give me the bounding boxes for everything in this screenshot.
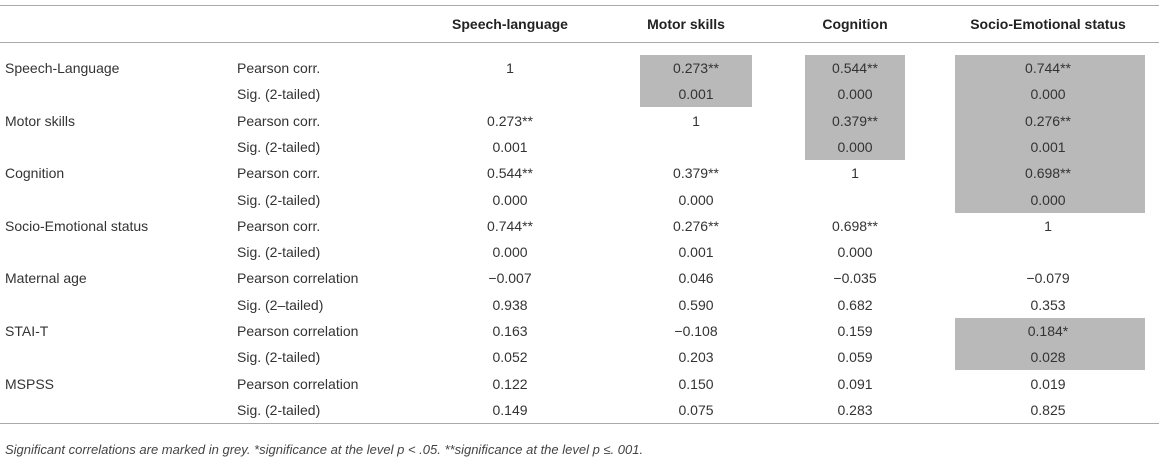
row-statistic: Pearson corr. xyxy=(237,60,321,76)
cell-value: 0.163 xyxy=(492,323,528,339)
column-header: Socio-Emotional status xyxy=(970,16,1126,32)
shaded-cell xyxy=(955,186,1145,213)
shaded-cell xyxy=(955,107,1145,134)
cell-value: 0.001 xyxy=(678,244,714,261)
row-statistic: Pearson corr. xyxy=(237,165,321,182)
cell-value: 0.698** xyxy=(832,217,878,234)
cell-value: 0.379** xyxy=(673,165,719,182)
cell-value: 0.000 xyxy=(492,191,528,208)
cell-value: 0.590 xyxy=(678,296,714,313)
cell-value: 0.001 xyxy=(492,138,528,155)
cell-value: 0.122 xyxy=(492,375,528,392)
row-variable: MSPSS xyxy=(5,375,55,392)
cell-value: 0.744** xyxy=(487,217,533,234)
cell-value: 0.052 xyxy=(492,349,528,366)
cell-value: 0.682 xyxy=(837,296,873,313)
cell-value: 0.028 xyxy=(1030,349,1066,366)
shaded-cell xyxy=(955,160,1145,187)
row-variable: Motor skills xyxy=(5,112,76,129)
cell-value: 0.150 xyxy=(678,375,714,392)
shaded-cell xyxy=(640,81,752,108)
row-statistic: Pearson corr. xyxy=(237,217,321,234)
cell-value: 0.046 xyxy=(678,270,714,287)
cell-value: 1 xyxy=(692,112,700,129)
row-statistic: Sig. (2-tailed) xyxy=(237,401,321,418)
cell-value: 0.353 xyxy=(1030,296,1066,313)
cell-value: 1 xyxy=(851,165,859,182)
cell-value: 0.000 xyxy=(678,191,714,208)
row-statistic: Sig. (2-tailed) xyxy=(237,86,321,103)
cell-value: 0.000 xyxy=(492,244,528,261)
row-variable: STAI-T xyxy=(5,323,49,339)
cell-value: 0.698** xyxy=(1025,165,1071,182)
cell-value: 0.744** xyxy=(1025,60,1071,76)
shaded-cell xyxy=(805,81,905,108)
cell-value: 0.273** xyxy=(487,112,533,129)
cell-value: 0.203 xyxy=(678,349,714,366)
cell-value: 0.075 xyxy=(678,401,714,418)
row-statistic: Sig. (2-tailed) xyxy=(237,349,321,366)
cell-value: 0.001 xyxy=(1030,138,1066,155)
cell-value: 0.544** xyxy=(487,165,533,182)
shaded-cell xyxy=(955,81,1145,108)
row-statistic: Pearson correlation xyxy=(237,270,359,287)
cell-value: 0.019 xyxy=(1030,375,1066,392)
bottom-rule xyxy=(0,423,1159,424)
cell-value: 0.000 xyxy=(837,86,873,103)
cell-value: 0.000 xyxy=(837,244,873,261)
cell-value: 0.938 xyxy=(492,296,528,313)
cell-value: −0.079 xyxy=(1026,270,1070,287)
cell-value: −0.035 xyxy=(833,270,877,287)
row-statistic: Sig. (2–tailed) xyxy=(237,296,324,313)
cell-value: 0.276** xyxy=(1025,112,1071,129)
cell-value: 0.184* xyxy=(1027,323,1069,339)
shaded-cell xyxy=(955,317,1145,345)
cell-value: −0.007 xyxy=(488,270,532,287)
shaded-cell xyxy=(640,54,752,82)
row-statistic: Pearson correlation xyxy=(237,375,359,392)
row-variable: Cognition xyxy=(5,165,65,182)
cell-value: 0.159 xyxy=(837,323,873,339)
cell-value: 0.001 xyxy=(678,86,714,103)
column-header: Motor skills xyxy=(647,16,725,32)
cell-value: 0.000 xyxy=(1030,191,1066,208)
cell-value: 1 xyxy=(506,60,514,76)
row-variable: Speech-Language xyxy=(5,60,120,76)
cell-value: 0.544** xyxy=(832,60,878,76)
cell-value: 1 xyxy=(1044,217,1052,234)
row-statistic: Sig. (2-tailed) xyxy=(237,191,321,208)
shaded-cell xyxy=(805,54,905,82)
footnote: Significant correlations are marked in g… xyxy=(5,442,644,457)
cell-value: 0.000 xyxy=(837,138,873,155)
cell-value: 0.091 xyxy=(837,375,873,392)
row-statistic: Sig. (2-tailed) xyxy=(237,138,321,155)
row-statistic: Pearson correlation xyxy=(237,323,359,339)
cell-value: 0.379** xyxy=(832,112,878,129)
cell-value: 0.149 xyxy=(492,401,528,418)
row-variable: Maternal age xyxy=(5,270,87,287)
header-rule xyxy=(0,42,1159,43)
cell-value: 0.273** xyxy=(673,60,719,76)
row-statistic: Pearson corr. xyxy=(237,112,321,129)
shaded-cell xyxy=(955,344,1145,371)
cell-value: −0.108 xyxy=(674,323,718,339)
shaded-cell xyxy=(955,54,1145,82)
shaded-cell xyxy=(805,107,905,134)
shaded-cell xyxy=(955,133,1145,161)
column-header: Speech-language xyxy=(452,16,568,32)
cell-value: 0.000 xyxy=(1030,86,1066,103)
top-rule xyxy=(0,5,1159,6)
shaded-cell xyxy=(805,133,905,161)
cell-value: 0.276** xyxy=(673,217,719,234)
row-statistic: Sig. (2-tailed) xyxy=(237,244,321,261)
column-header: Cognition xyxy=(822,16,888,32)
cell-value: 0.283 xyxy=(837,401,873,418)
row-variable: Socio-Emotional status xyxy=(5,217,149,234)
cell-value: 0.059 xyxy=(837,349,873,366)
cell-value: 0.825 xyxy=(1030,401,1066,418)
